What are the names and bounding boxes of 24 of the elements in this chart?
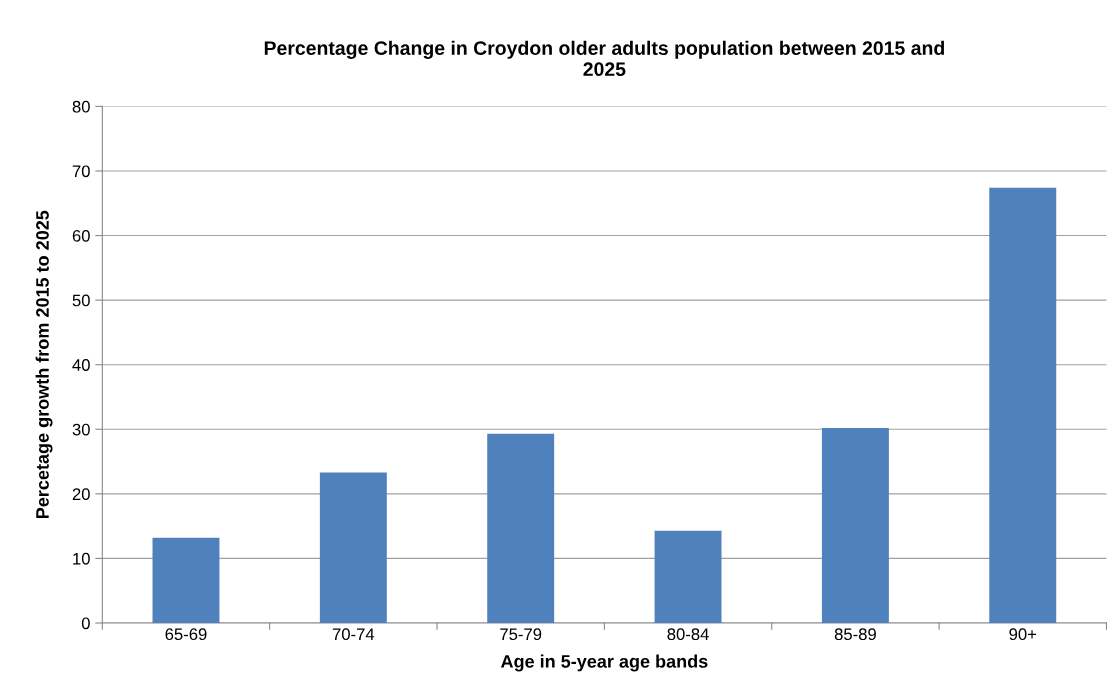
x-tick-label: 80-84: [667, 628, 709, 641]
bar: [821, 427, 889, 623]
bar: [989, 187, 1057, 623]
y-axis-title: Percetage growth from 2015 to 2025: [35, 210, 53, 519]
y-tick-label: 40: [72, 359, 90, 371]
y-tick-label: 70: [72, 165, 90, 178]
bar: [654, 530, 722, 623]
x-tick-label: 85-89: [834, 628, 876, 641]
y-tick-label: 80: [72, 100, 90, 113]
y-tick-label: 0: [81, 617, 90, 630]
x-tick-label: 75-79: [500, 628, 542, 641]
bar: [152, 537, 220, 623]
x-tick-label: 90+: [1009, 628, 1037, 641]
bar: [487, 433, 555, 623]
y-tick-label: 30: [72, 423, 90, 436]
x-axis-title: Age in 5-year age bands: [500, 654, 708, 672]
y-tick-label: 50: [72, 294, 90, 307]
y-tick-label: 20: [72, 488, 90, 501]
y-tick-label: 10: [73, 552, 90, 565]
y-tick-label: 60: [72, 229, 90, 242]
chart-title: Percentage Change in Croydon older adults population between 2015 and 2025: [264, 40, 944, 77]
bar: [319, 472, 387, 623]
x-tick-label: 65-69: [165, 628, 207, 641]
x-tick-label: 70-74: [332, 628, 375, 641]
